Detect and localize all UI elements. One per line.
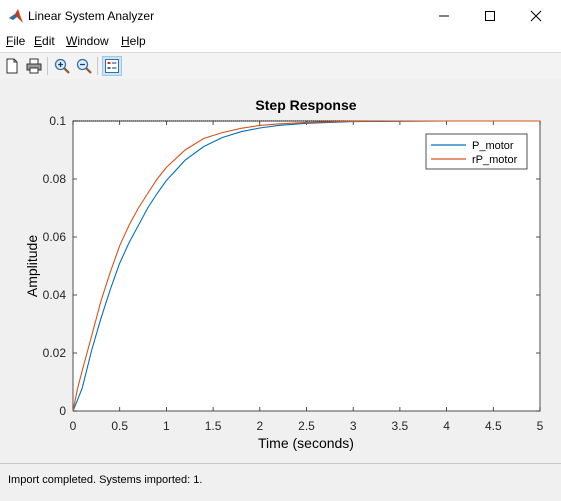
zoom-in-icon [54,58,70,74]
y-tick-label: 0.04 [43,288,67,302]
x-tick-label: 4.5 [485,419,502,433]
toolbar-separator [47,57,48,75]
x-tick-label: 3.5 [392,419,409,433]
minimize-icon [439,15,449,16]
legend-label-rp-motor: rP_motor [472,154,518,166]
x-axis-label: Time (seconds) [258,435,354,451]
chart-title: Step Response [255,97,356,113]
title-bar: Linear System Analyzer [0,0,561,31]
menu-edit[interactable]: Edit [34,34,55,48]
close-button[interactable] [513,0,559,31]
x-tick-label: 3 [350,419,357,433]
menu-help[interactable]: Help [121,34,146,48]
x-tick-label: 1.5 [205,419,222,433]
legend-toggle-button[interactable] [102,56,122,76]
series-line-rp-motor[interactable] [72,120,540,412]
x-tick-label: 1 [163,419,170,433]
x-tick-label: 4 [443,419,450,433]
menu-window[interactable]: Window [66,34,109,48]
new-button[interactable] [2,56,22,76]
y-tick-label: 0.02 [43,346,67,360]
y-tick-label: 0.06 [43,230,67,244]
matlab-icon [9,9,23,23]
y-tick-label: 0.1 [49,114,66,128]
zoom-out-button[interactable] [74,56,94,76]
step-response-plot[interactable]: Step Response 0 0.5 1 1.5 2 2.5 3 3.5 4 4.5 5 0 0.02… [0,79,561,462]
x-tick-label: 2 [256,419,263,433]
x-tick-label: 0 [70,419,77,433]
print-icon [26,58,42,74]
x-tick-label: 2.5 [298,419,315,433]
legend-toggle-icon [105,59,119,73]
status-bar: Import completed. Systems imported: 1. [0,463,561,501]
maximize-icon [485,10,495,21]
zoom-in-button[interactable] [52,56,72,76]
maximize-button[interactable] [467,0,513,31]
y-tick-label: 0.08 [43,172,67,186]
x-tick-label: 0.5 [111,419,128,433]
x-tick-label: 5 [537,419,544,433]
print-button[interactable] [24,56,44,76]
new-icon [6,58,18,74]
legend-label-p-motor: P_motor [472,140,514,152]
figure-panel: Step Response 0 0.5 1 1.5 2 2.5 3 3.5 4 4.5 5 0 0.02… [0,79,561,462]
minimize-button[interactable] [421,0,467,31]
menu-bar: File Edit Window Help [0,31,561,52]
close-icon [530,10,542,21]
y-tick-label: 0 [59,404,66,418]
y-axis-label: Amplitude [24,235,40,297]
legend-box [425,133,528,170]
zoom-out-icon [76,58,92,74]
status-text: Import completed. Systems imported: 1. [8,474,203,486]
menu-file[interactable]: File [6,34,26,48]
legend[interactable]: P_motor rP_motor [425,133,528,170]
toolbar [0,52,561,80]
window-title: Linear System Analyzer [28,9,155,23]
toolbar-separator [97,57,98,75]
